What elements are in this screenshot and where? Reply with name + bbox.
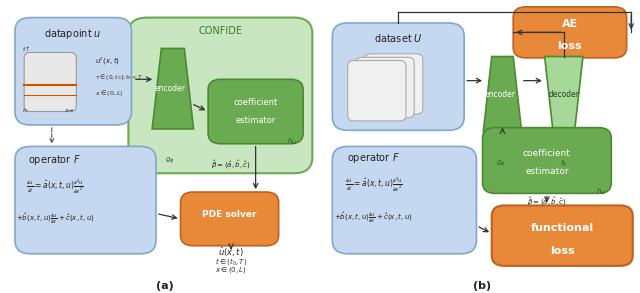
- Polygon shape: [152, 48, 193, 129]
- Text: $f_\theta$: $f_\theta$: [560, 159, 568, 169]
- Text: $\frac{\partial u}{\partial t} = \hat{a}(x,t,u)\frac{\partial^2 u}{\partial x^2}: $\frac{\partial u}{\partial t} = \hat{a}…: [345, 176, 403, 194]
- Text: $+\hat{b}(x,t,u)\frac{\partial u}{\partial x} + \hat{c}(x,t,u)$: $+\hat{b}(x,t,u)\frac{\partial u}{\parti…: [15, 212, 94, 226]
- Text: estimator: estimator: [525, 167, 569, 176]
- FancyBboxPatch shape: [332, 146, 476, 254]
- Text: $\tau \in (0,t_0]; t_0 < T$: $\tau \in (0,t_0]; t_0 < T$: [95, 71, 143, 82]
- FancyBboxPatch shape: [15, 18, 131, 125]
- Text: $h_\omega$: $h_\omega$: [596, 187, 607, 197]
- Text: $x \in (0,L)$: $x \in (0,L)$: [95, 88, 124, 98]
- Text: $+\hat{b}(x,t,u)\frac{\partial u}{\partial x} + \hat{c}(x,t,u)$: $+\hat{b}(x,t,u)\frac{\partial u}{\parti…: [335, 210, 413, 225]
- FancyBboxPatch shape: [208, 79, 303, 144]
- Text: $t$↑: $t$↑: [22, 44, 30, 53]
- Text: $\hat{\beta} = (\hat{a},\hat{b},\hat{c})$: $\hat{\beta} = (\hat{a},\hat{b},\hat{c})…: [527, 195, 567, 208]
- FancyBboxPatch shape: [492, 205, 633, 266]
- FancyBboxPatch shape: [15, 146, 156, 254]
- FancyBboxPatch shape: [348, 61, 406, 121]
- Text: $\hat{\beta} = (\hat{a},\hat{b},\hat{c})$: $\hat{\beta} = (\hat{a},\hat{b},\hat{c})…: [211, 159, 251, 171]
- Text: CONFIDE: CONFIDE: [198, 26, 243, 36]
- FancyBboxPatch shape: [365, 54, 423, 114]
- Text: $g_\phi$: $g_\phi$: [165, 156, 175, 166]
- Text: coefficient: coefficient: [234, 98, 278, 107]
- Text: operator $F$: operator $F$: [348, 151, 400, 166]
- FancyBboxPatch shape: [24, 52, 76, 112]
- Text: $\hat{u}(x,t)$: $\hat{u}(x,t)$: [218, 246, 244, 260]
- Text: estimator: estimator: [236, 116, 276, 125]
- FancyBboxPatch shape: [513, 7, 627, 58]
- FancyBboxPatch shape: [332, 23, 464, 130]
- Polygon shape: [545, 57, 583, 132]
- Text: $g_\phi$: $g_\phi$: [495, 159, 505, 169]
- Text: datapoint $u$: datapoint $u$: [44, 27, 102, 41]
- Text: loss: loss: [557, 41, 582, 51]
- Text: coefficient: coefficient: [523, 149, 571, 158]
- Text: AE: AE: [562, 19, 578, 29]
- Polygon shape: [483, 57, 522, 132]
- FancyBboxPatch shape: [129, 18, 312, 173]
- Text: $t \in (t_0, T)$: $t \in (t_0, T)$: [215, 256, 247, 267]
- Text: loss: loss: [550, 246, 575, 256]
- Text: operator $F$: operator $F$: [28, 153, 81, 167]
- FancyBboxPatch shape: [356, 57, 414, 118]
- Text: $x \in (0, L)$: $x \in (0, L)$: [215, 265, 247, 275]
- Text: (b): (b): [474, 281, 492, 291]
- Text: encoder: encoder: [485, 90, 516, 98]
- Text: $\frac{\partial u}{\partial t} = \hat{a}(x,t,u)\frac{\partial^2 u}{\partial x^2}: $\frac{\partial u}{\partial t} = \hat{a}…: [26, 178, 84, 196]
- Text: decoder: decoder: [548, 90, 579, 98]
- Text: encoder: encoder: [155, 84, 186, 93]
- Text: dataset $U$: dataset $U$: [374, 32, 422, 44]
- FancyBboxPatch shape: [483, 128, 611, 193]
- Text: $h_\omega$: $h_\omega$: [287, 137, 297, 147]
- Text: (a): (a): [156, 281, 174, 291]
- FancyBboxPatch shape: [180, 192, 278, 246]
- Text: functional: functional: [531, 223, 594, 233]
- Text: $t_0$: $t_0$: [22, 106, 28, 115]
- Text: PDE solver: PDE solver: [202, 210, 257, 219]
- Text: $u^c(x,t)$: $u^c(x,t)$: [95, 55, 120, 66]
- Text: $x$→: $x$→: [64, 106, 75, 114]
